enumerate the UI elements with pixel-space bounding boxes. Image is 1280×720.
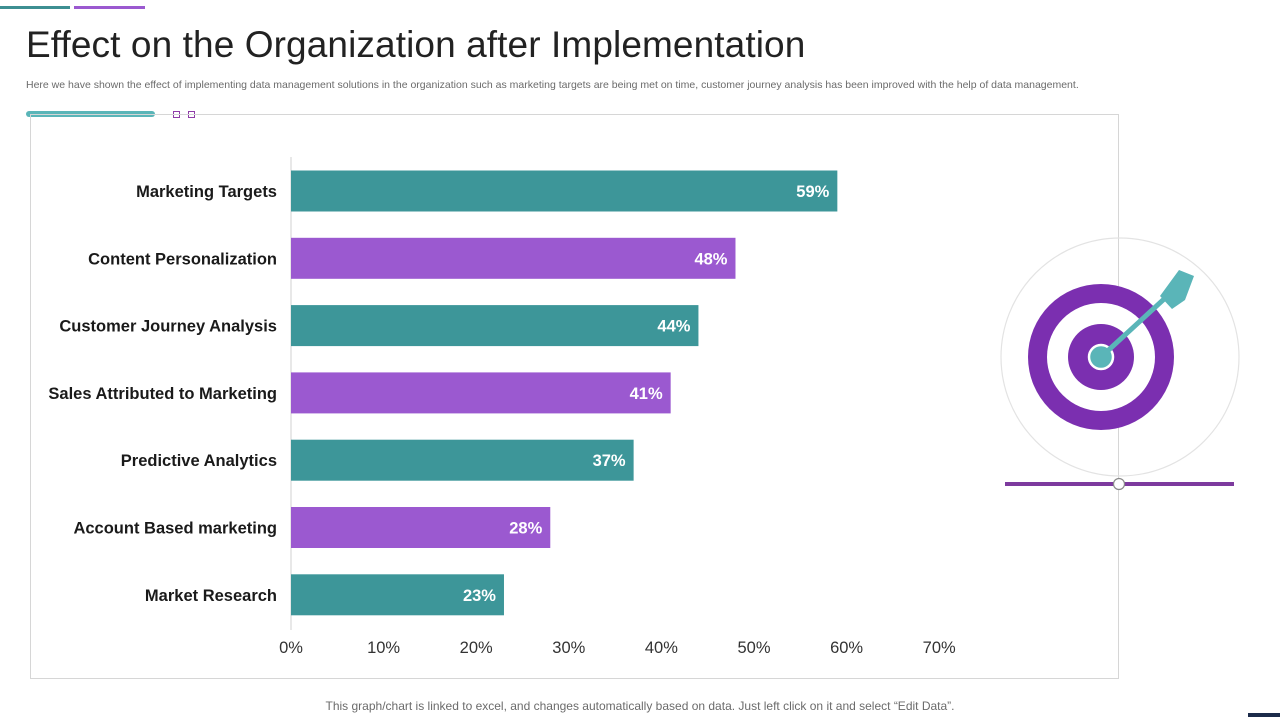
x-tick-label-7: 70% (923, 639, 956, 657)
page-subtitle: Here we have shown the effect of impleme… (26, 79, 1079, 91)
category-label-3: Sales Attributed to Marketing (48, 385, 277, 403)
target-with-arrow-icon (1000, 237, 1240, 491)
value-label-4: 37% (593, 452, 626, 470)
category-label-1: Content Personalization (88, 250, 277, 268)
baseline-knob (1112, 477, 1126, 491)
x-axis-ticks: 0% 10% 20% 30% 40% 50% 60% 70% (279, 639, 956, 657)
x-tick-label-5: 50% (737, 639, 770, 657)
footer-note: This graph/chart is linked to excel, and… (325, 699, 955, 713)
target-outer-ring (1000, 237, 1240, 477)
value-labels: 59% 48% 44% 41% 37% 28% 23% (463, 183, 830, 605)
x-tick-label-4: 40% (645, 639, 678, 657)
category-label-0: Marketing Targets (136, 183, 277, 201)
value-label-6: 23% (463, 587, 496, 605)
bar-2[interactable] (291, 305, 699, 347)
bar-3[interactable] (291, 372, 671, 414)
value-label-3: 41% (630, 385, 663, 403)
x-tick-label-3: 30% (552, 639, 585, 657)
bar-0[interactable] (291, 170, 838, 212)
value-label-2: 44% (657, 318, 690, 336)
value-label-0: 59% (796, 183, 829, 201)
x-tick-label-0: 0% (279, 639, 303, 657)
page-title: Effect on the Organization after Impleme… (26, 24, 806, 65)
arrow-shaft (1098, 286, 1178, 360)
value-label-1: 48% (694, 250, 727, 268)
bar-1[interactable] (291, 237, 736, 279)
category-label-5: Account Based marketing (73, 520, 277, 538)
corner-mark (1248, 713, 1280, 717)
top-accent-purple (74, 6, 145, 9)
bar-chart[interactable]: Marketing Targets Content Personalization… (0, 0, 1280, 700)
top-accent-teal (0, 6, 70, 9)
bar-5[interactable] (291, 507, 551, 548)
x-tick-label-2: 20% (460, 639, 493, 657)
bar-6[interactable] (291, 574, 504, 616)
bar-4[interactable] (291, 439, 634, 481)
x-tick-label-6: 60% (830, 639, 863, 657)
value-label-5: 28% (509, 520, 542, 538)
bars-group (291, 170, 838, 616)
x-tick-label-1: 10% (367, 639, 400, 657)
category-label-6: Market Research (145, 587, 277, 605)
category-label-4: Predictive Analytics (121, 452, 277, 470)
category-label-2: Customer Journey Analysis (59, 318, 277, 336)
category-labels: Marketing Targets Content Personalization… (48, 183, 277, 605)
arrow-fletching (1160, 270, 1194, 309)
